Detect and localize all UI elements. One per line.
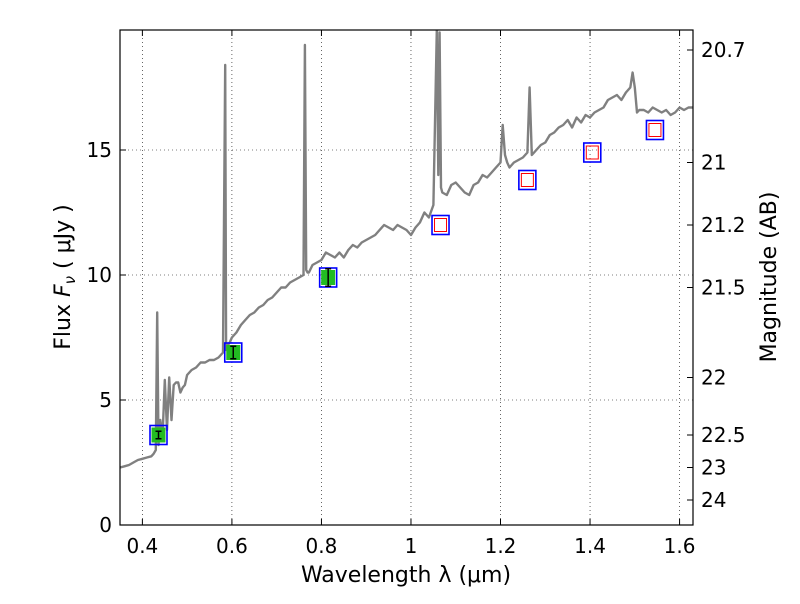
x-axis-label: Wavelength λ (μm): [301, 563, 511, 588]
right-tick-label: 23: [701, 456, 726, 480]
model-photometry-box: [223, 342, 243, 363]
model-photometry-box: [582, 142, 602, 163]
y-label-subscript: ν: [61, 276, 79, 284]
y-tick-label: 10: [87, 263, 112, 287]
x-tick-label: 0.8: [306, 534, 338, 558]
model-photometry-box: [149, 424, 168, 446]
x-tick-label: 0.4: [126, 534, 158, 558]
model-photometry-box: [431, 214, 450, 236]
right-tick-label: 21: [701, 151, 726, 175]
markers-layer: [149, 119, 665, 446]
x-tick-label: 1.6: [664, 534, 696, 558]
upper-limit-box: [585, 145, 599, 160]
x-tick-label: 1.4: [574, 534, 606, 558]
right-tick-label: 22.5: [701, 423, 746, 447]
x-tick-label: 1.2: [485, 534, 517, 558]
upper-limit-box: [520, 173, 534, 187]
y-label-symbol: F: [51, 284, 76, 297]
y-axis-label-left: Flux Fν ( μJy ): [51, 204, 79, 349]
upper-limit-box: [434, 218, 448, 232]
right-tick-label: 22: [701, 366, 726, 390]
series-layer: [120, 30, 693, 469]
plot-area: [120, 30, 693, 525]
grid: [120, 30, 693, 526]
plot-frame: [119, 29, 694, 526]
right-tick-label: 20.7: [701, 38, 746, 62]
model-photometry-box: [645, 119, 665, 141]
right-tick-label: 21.5: [701, 276, 746, 300]
y-axis-label-right: Magnitude (AB): [757, 192, 782, 363]
right-tick-label: 21.2: [701, 213, 746, 237]
x-tick-label: 0.6: [216, 534, 248, 558]
model-sed-line: [120, 30, 693, 469]
y-label-suffix: ( μJy ): [51, 204, 76, 276]
y-axis-left: 0 5 10 15: [87, 138, 126, 537]
model-photometry-box: [518, 169, 537, 191]
y-tick-label: 0: [99, 513, 112, 537]
y-tick-label: 5: [99, 388, 112, 412]
upper-limit-box: [648, 123, 662, 137]
x-tick-label: 1: [405, 534, 418, 558]
y-tick-label: 15: [87, 138, 112, 162]
y-label-prefix: Flux: [51, 297, 76, 350]
right-tick-label: 24: [701, 488, 726, 512]
x-axis: 0.4 0.6 0.8 1 1.2 1.4 1.6: [126, 30, 695, 558]
y-axis-right: 20.7 21 21.2 21.5 22 22.5 23 24: [687, 38, 746, 512]
